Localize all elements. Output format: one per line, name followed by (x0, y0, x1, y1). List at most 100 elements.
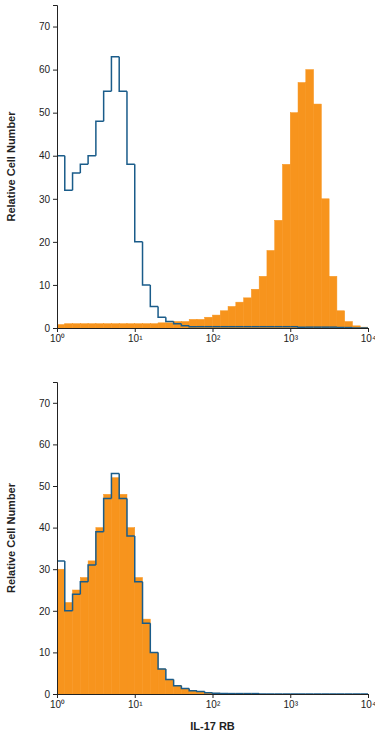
histogram-step (135, 536, 143, 582)
histogram-step (150, 285, 158, 307)
histogram-step (205, 326, 213, 328)
histogram-step (135, 164, 143, 242)
histogram-bar (80, 578, 88, 694)
histogram-step (150, 623, 158, 652)
tick: 60 (39, 439, 57, 450)
tick-label: 50 (39, 481, 51, 492)
histogram-bar (111, 478, 119, 694)
histogram-bar (220, 311, 228, 328)
plot-area (57, 474, 368, 694)
histogram-bar (244, 693, 252, 694)
histogram-bar (150, 324, 158, 328)
histogram-bar (57, 569, 65, 694)
histogram-step (143, 582, 151, 624)
histogram-step (96, 532, 104, 565)
histogram-step (189, 689, 197, 691)
histogram-step (290, 693, 298, 694)
tick: 50 (39, 481, 57, 492)
histogram-step (111, 474, 119, 499)
tick: 40 (39, 522, 57, 533)
tick-mark (135, 328, 136, 332)
histogram-step (205, 692, 213, 693)
histogram-step (213, 326, 221, 328)
histogram-bar (306, 694, 314, 695)
histogram-bar (251, 693, 259, 694)
histogram-step (275, 693, 283, 694)
histogram-step (166, 317, 174, 321)
tick: 10⁴ (361, 694, 375, 710)
histogram-bar (166, 679, 174, 694)
histogram-bar (119, 324, 127, 328)
histogram-bar (220, 693, 228, 694)
histogram-bar (337, 694, 345, 695)
histogram-step (236, 326, 244, 328)
histogram-bar (65, 602, 73, 694)
histogram-step (251, 326, 259, 328)
histogram-bar (244, 298, 252, 328)
tick-label: 40 (39, 150, 51, 161)
histogram-step (337, 693, 345, 694)
histogram-bar (236, 302, 244, 328)
histogram-bar (189, 319, 197, 328)
tick-label: 10 (39, 647, 51, 658)
histogram-step (73, 594, 81, 611)
histogram-bar (158, 669, 166, 694)
histogram-bar (166, 323, 174, 328)
histogram-step (220, 326, 228, 328)
histogram-step (267, 326, 275, 328)
histogram-bar (290, 113, 298, 328)
histogram-bar (158, 323, 166, 328)
histogram-step (251, 693, 259, 694)
tick-mark (368, 694, 369, 698)
tick-mark (53, 70, 57, 71)
histogram-bar (135, 324, 143, 328)
tick-label: 10² (206, 333, 221, 344)
histogram-step (174, 679, 182, 685)
histogram-step (298, 326, 306, 328)
histogram-step (345, 327, 353, 328)
histogram-bar (143, 324, 151, 328)
histogram-step (143, 242, 151, 285)
histogram-step (174, 322, 182, 324)
histogram-bar (127, 324, 135, 328)
histogram-step (119, 57, 127, 91)
series (57, 474, 368, 694)
histogram-step (111, 57, 119, 91)
histogram-step (158, 306, 166, 317)
figure: 10⁰10¹10²10³10⁴010203040506070Relative C… (0, 0, 375, 743)
histogram-step (321, 326, 329, 328)
histogram-bar (298, 83, 306, 328)
series (57, 478, 259, 694)
tick-mark (53, 652, 57, 653)
tick-mark (213, 328, 214, 332)
histogram-bar (259, 276, 267, 328)
histogram-bar (298, 694, 306, 695)
x-axis: 10⁰10¹10²10³10⁴ (50, 328, 375, 344)
histogram-step (189, 325, 197, 327)
histogram-step (104, 498, 112, 531)
tick-mark (290, 328, 291, 332)
tick-mark (53, 528, 57, 529)
histogram-step (197, 326, 205, 328)
tick: 70 (39, 21, 57, 32)
tick-mark (53, 113, 57, 114)
plot-area (57, 57, 368, 328)
histogram-step (73, 173, 81, 190)
tick-mark (53, 199, 57, 200)
tick-label: 0 (44, 323, 50, 334)
histogram-step (337, 326, 345, 328)
tick: 10⁴ (361, 328, 375, 344)
histogram-step (282, 693, 290, 694)
histogram-step (158, 652, 166, 669)
histogram-step (181, 686, 189, 689)
histogram-bar (73, 590, 81, 694)
histogram-bar (127, 528, 135, 694)
histogram-step (57, 561, 65, 694)
y-axis: 010203040506070 (39, 6, 58, 334)
tick-mark (135, 694, 136, 698)
histogram-bar (329, 694, 337, 695)
tick: 10⁰ (50, 694, 65, 710)
histogram-step (282, 326, 290, 328)
panel: 10⁰10¹10²10³10⁴010203040506070Relative C… (5, 383, 375, 733)
histogram-step (88, 565, 96, 582)
